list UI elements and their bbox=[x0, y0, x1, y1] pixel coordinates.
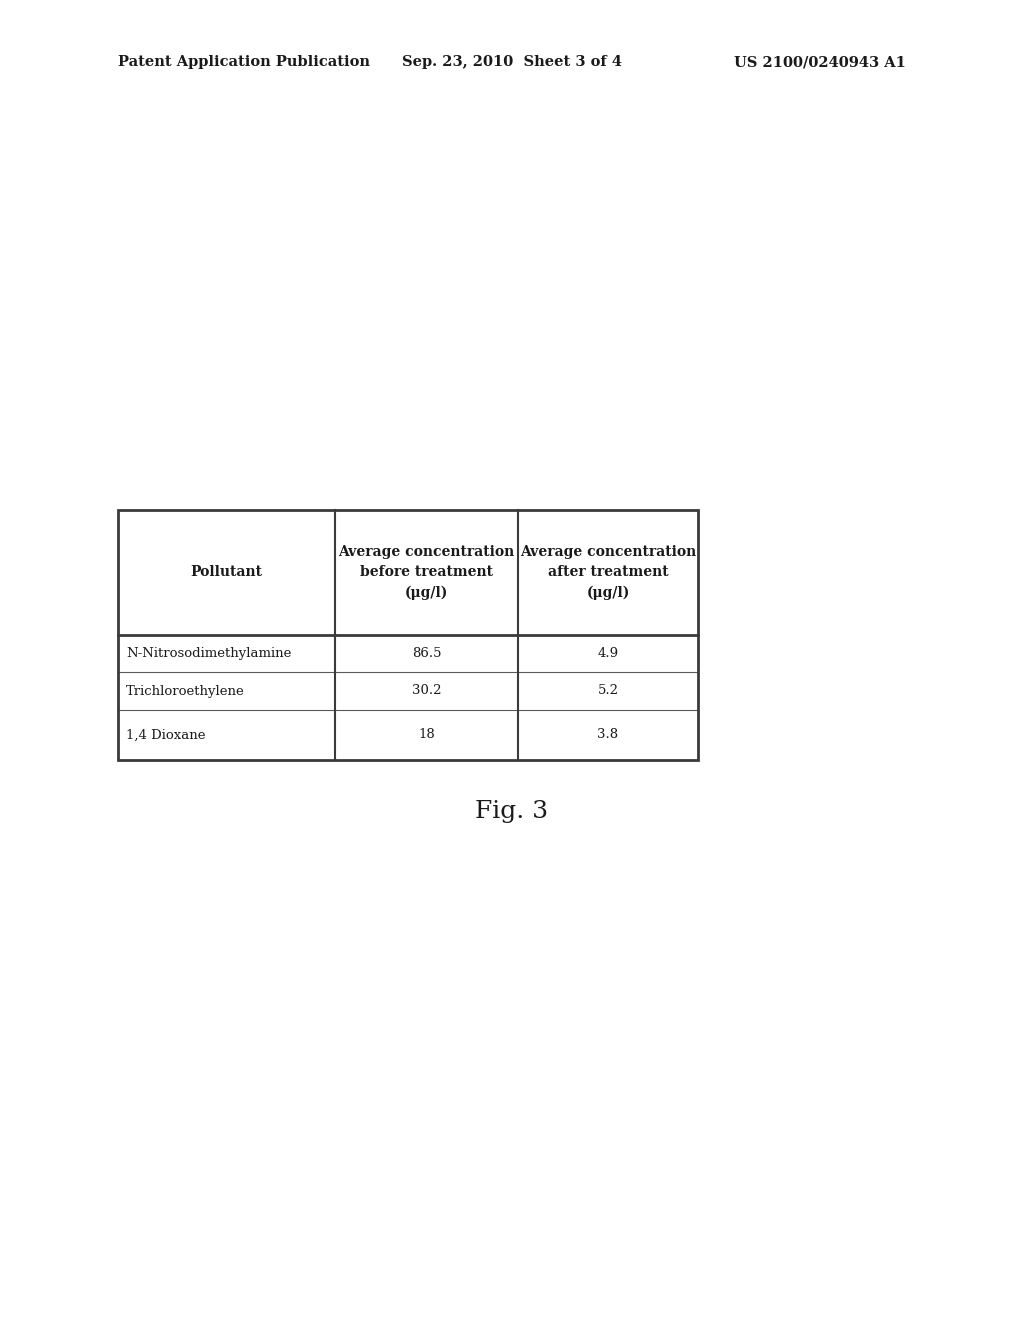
Text: Average concentration
after treatment
(μg/l): Average concentration after treatment (μ… bbox=[520, 545, 696, 601]
Text: 4.9: 4.9 bbox=[597, 647, 618, 660]
Text: 3.8: 3.8 bbox=[597, 729, 618, 742]
Text: Average concentration
before treatment
(μg/l): Average concentration before treatment (… bbox=[338, 545, 515, 601]
Text: 5.2: 5.2 bbox=[597, 685, 618, 697]
Text: 86.5: 86.5 bbox=[412, 647, 441, 660]
Text: 1,4 Dioxane: 1,4 Dioxane bbox=[126, 729, 206, 742]
Text: US 2100/0240943 A1: US 2100/0240943 A1 bbox=[734, 55, 906, 69]
Text: 30.2: 30.2 bbox=[412, 685, 441, 697]
Text: Patent Application Publication: Patent Application Publication bbox=[118, 55, 370, 69]
Text: Pollutant: Pollutant bbox=[190, 565, 262, 579]
Text: N-Nitrosodimethylamine: N-Nitrosodimethylamine bbox=[126, 647, 292, 660]
Text: Sep. 23, 2010  Sheet 3 of 4: Sep. 23, 2010 Sheet 3 of 4 bbox=[402, 55, 622, 69]
Bar bbox=[118, 510, 698, 760]
Text: Fig. 3: Fig. 3 bbox=[475, 800, 549, 822]
Text: Trichloroethylene: Trichloroethylene bbox=[126, 685, 245, 697]
Text: 18: 18 bbox=[418, 729, 435, 742]
